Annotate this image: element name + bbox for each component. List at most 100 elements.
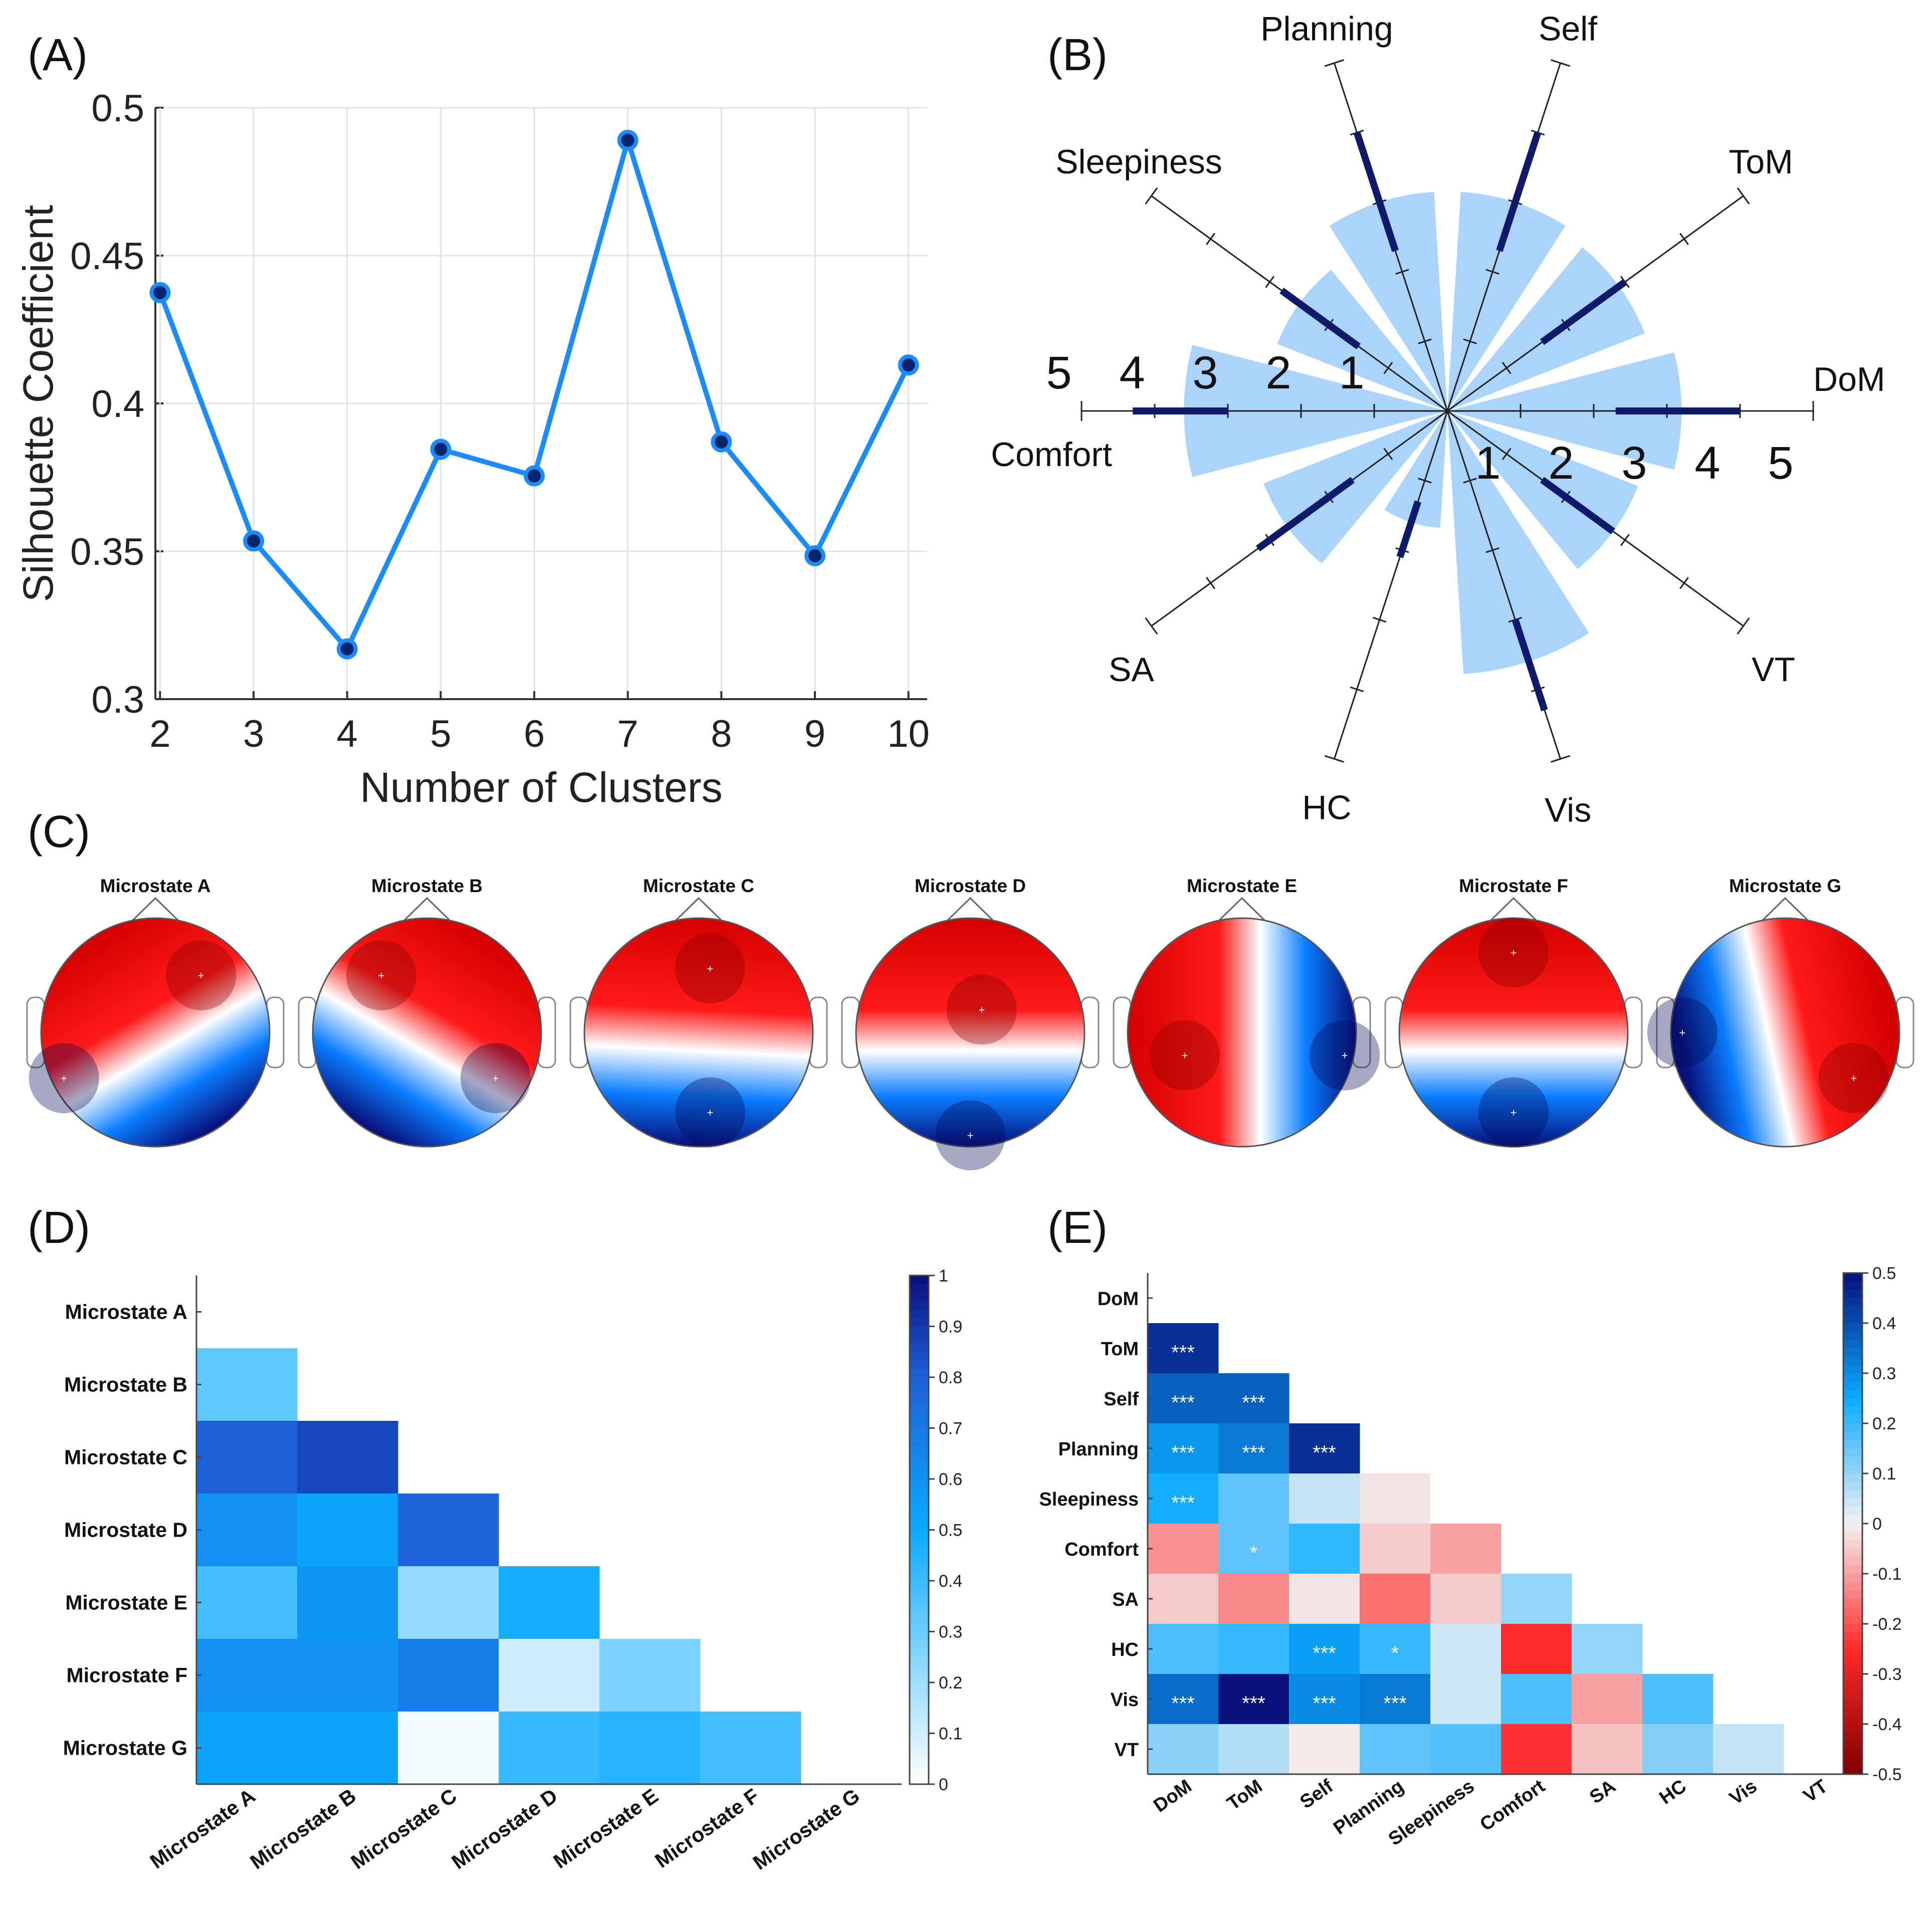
topomap-title: Microstate G	[1729, 876, 1841, 896]
colorbar-segment	[910, 1564, 929, 1573]
max-marker: +	[1182, 1049, 1188, 1062]
colorbar-tick-label: -0.2	[1872, 1615, 1902, 1634]
colorbar-segment	[910, 1742, 929, 1751]
heatmap-cell	[196, 1566, 298, 1639]
colorbar-segment	[910, 1318, 929, 1327]
colorbar-segment	[910, 1776, 929, 1785]
spoke-tick	[1324, 755, 1344, 763]
colorbar-segment	[1843, 1373, 1862, 1382]
positive-extremum-glow	[946, 974, 1017, 1045]
topomap-title: Microstate D	[915, 876, 1026, 896]
max-marker: +	[707, 962, 713, 975]
colorbar-tick-label: 0.3	[939, 1623, 962, 1642]
colorbar-segment	[910, 1394, 929, 1403]
spoke-tick	[1372, 616, 1387, 623]
heatmap-cell	[499, 1712, 600, 1785]
significance-stars: ***	[1171, 1342, 1195, 1364]
heatmap-cell	[1572, 1624, 1643, 1674]
colorbar-tick-label: 0.3	[1872, 1364, 1896, 1383]
spoke-tick	[1206, 233, 1215, 245]
colorbar-segment	[910, 1759, 929, 1768]
row-label: Microstate G	[63, 1737, 187, 1760]
heatmap-cell	[1148, 1724, 1219, 1775]
column-label: Microstate F	[651, 1784, 763, 1872]
panel-label-e: (E)	[1047, 1203, 1108, 1253]
radial-tick-label-right: 1	[1475, 438, 1500, 489]
colorbar-segment	[1843, 1565, 1862, 1574]
category-label: Vis	[1545, 791, 1591, 829]
positive-extremum-glow	[1478, 917, 1549, 988]
heatmap-cell	[196, 1639, 298, 1712]
colorbar-segment	[910, 1377, 929, 1386]
microstate-topomaps: Microstate A + + Microstate B + + Microstate C…	[26, 876, 1914, 1171]
x-tick-label: 7	[617, 713, 638, 755]
spoke-tick	[1485, 269, 1500, 275]
y-tick-label: 0.45	[70, 235, 144, 278]
x-tick-label: 9	[804, 713, 825, 755]
negative-extremum-glow	[460, 1043, 531, 1114]
heatmap-cell	[297, 1639, 398, 1712]
spoke-tick	[1206, 577, 1215, 589]
category-label: HC	[1302, 788, 1351, 826]
heatmap-cell	[1360, 1473, 1431, 1524]
column-label: Self	[1296, 1776, 1337, 1813]
column-label: Microstate B	[246, 1784, 360, 1874]
spoke-line	[1333, 410, 1448, 759]
colorbar-segment	[910, 1335, 929, 1344]
heatmap-cell	[1218, 1724, 1290, 1775]
colorbar-segment	[910, 1453, 929, 1462]
positive-extremum-glow	[166, 940, 237, 1010]
heatmap-cell	[1289, 1574, 1360, 1624]
y-tick-label: 0.5	[91, 87, 144, 130]
radial-tick-label-left: 1	[1339, 347, 1364, 398]
heatmap-cell	[1642, 1674, 1713, 1725]
colorbar-segment	[910, 1682, 929, 1691]
topomap-title: Microstate B	[371, 876, 483, 896]
column-label: SA	[1586, 1776, 1619, 1808]
colorbar-segment	[910, 1479, 929, 1488]
negative-extremum-glow	[1310, 1020, 1380, 1091]
heatmap-cell	[1289, 1524, 1360, 1574]
significance-stars: ***	[1313, 1442, 1336, 1464]
heatmap-cell	[499, 1566, 600, 1639]
colorbar-segment	[1843, 1390, 1862, 1399]
min-marker: +	[61, 1072, 67, 1085]
colorbar-segment	[910, 1614, 929, 1624]
category-label: Comfort	[991, 436, 1112, 474]
spoke-tick	[1350, 686, 1364, 693]
topomap-head	[855, 917, 1086, 1148]
colorbar-segment	[1843, 1381, 1862, 1390]
heatmap-cell	[1218, 1674, 1290, 1725]
colorbar-segment	[910, 1597, 929, 1607]
colorbar-tick-label: -0.1	[1872, 1565, 1902, 1584]
heatmap-cell	[1148, 1473, 1219, 1524]
negative-extremum-glow	[675, 1077, 745, 1148]
colorbar-segment	[1843, 1431, 1862, 1440]
heatmap-cell	[599, 1639, 701, 1712]
column-label: Microstate D	[448, 1784, 562, 1874]
x-tick-label: 10	[887, 713, 930, 755]
rose-bar	[1447, 247, 1645, 411]
heatmap-cell	[1289, 1624, 1360, 1674]
data-point	[336, 638, 358, 660]
heatmap-cell	[1501, 1624, 1572, 1674]
heatmap-cell	[1218, 1624, 1290, 1674]
spoke-tick	[1679, 577, 1689, 589]
heatmap-cell	[398, 1639, 499, 1712]
colorbar-segment	[1843, 1507, 1862, 1516]
colorbar-segment	[1843, 1716, 1862, 1725]
row-label: Vis	[1111, 1689, 1139, 1711]
row-label: SA	[1112, 1589, 1139, 1610]
colorbar-segment	[910, 1581, 929, 1590]
rose-bar	[1447, 411, 1589, 674]
heatmap-cell	[1572, 1674, 1643, 1725]
y-tick-label: 0.3	[91, 679, 144, 721]
row-label: Self	[1104, 1389, 1139, 1410]
colorbar-segment	[1843, 1757, 1862, 1766]
spoke-tick	[1551, 755, 1571, 763]
colorbar-segment	[1843, 1549, 1862, 1558]
iqr-bar	[1353, 131, 1399, 252]
colorbar-segment	[910, 1343, 929, 1352]
heatmap-cell	[1360, 1624, 1431, 1674]
heatmap-cell	[1148, 1574, 1219, 1624]
